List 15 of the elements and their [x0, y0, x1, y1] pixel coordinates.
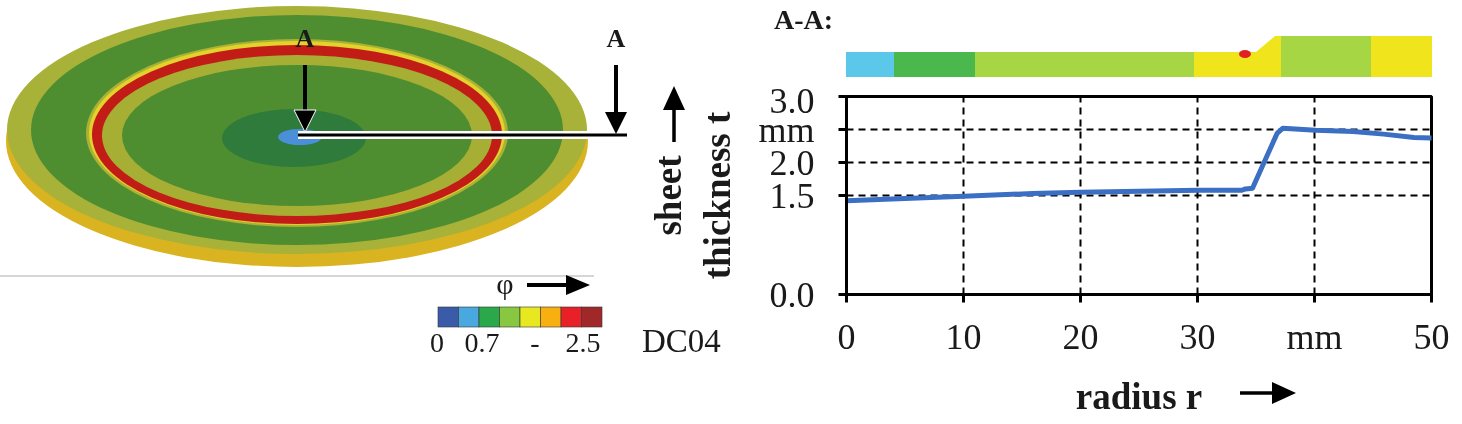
x-tick-label: 20	[1062, 316, 1099, 357]
x-tick-label: 30	[1179, 316, 1216, 357]
x-tick-label: 0	[837, 316, 856, 357]
text: A	[295, 24, 315, 53]
x-tick-label: 50	[1413, 316, 1450, 357]
text: 0 0.7 - 2.5	[430, 327, 601, 358]
text: DC04	[642, 323, 721, 359]
x-tick-label: 10	[945, 316, 982, 357]
x-tick-label: mm	[1286, 316, 1343, 357]
chart-title: A-A:	[774, 4, 834, 35]
text: A	[606, 24, 626, 53]
x-axis-title: radius r	[1075, 375, 1203, 417]
y-axis-title: sheet thickness t	[648, 111, 739, 280]
y-tick-label: 0.0	[769, 274, 815, 315]
text: φ	[496, 267, 514, 300]
